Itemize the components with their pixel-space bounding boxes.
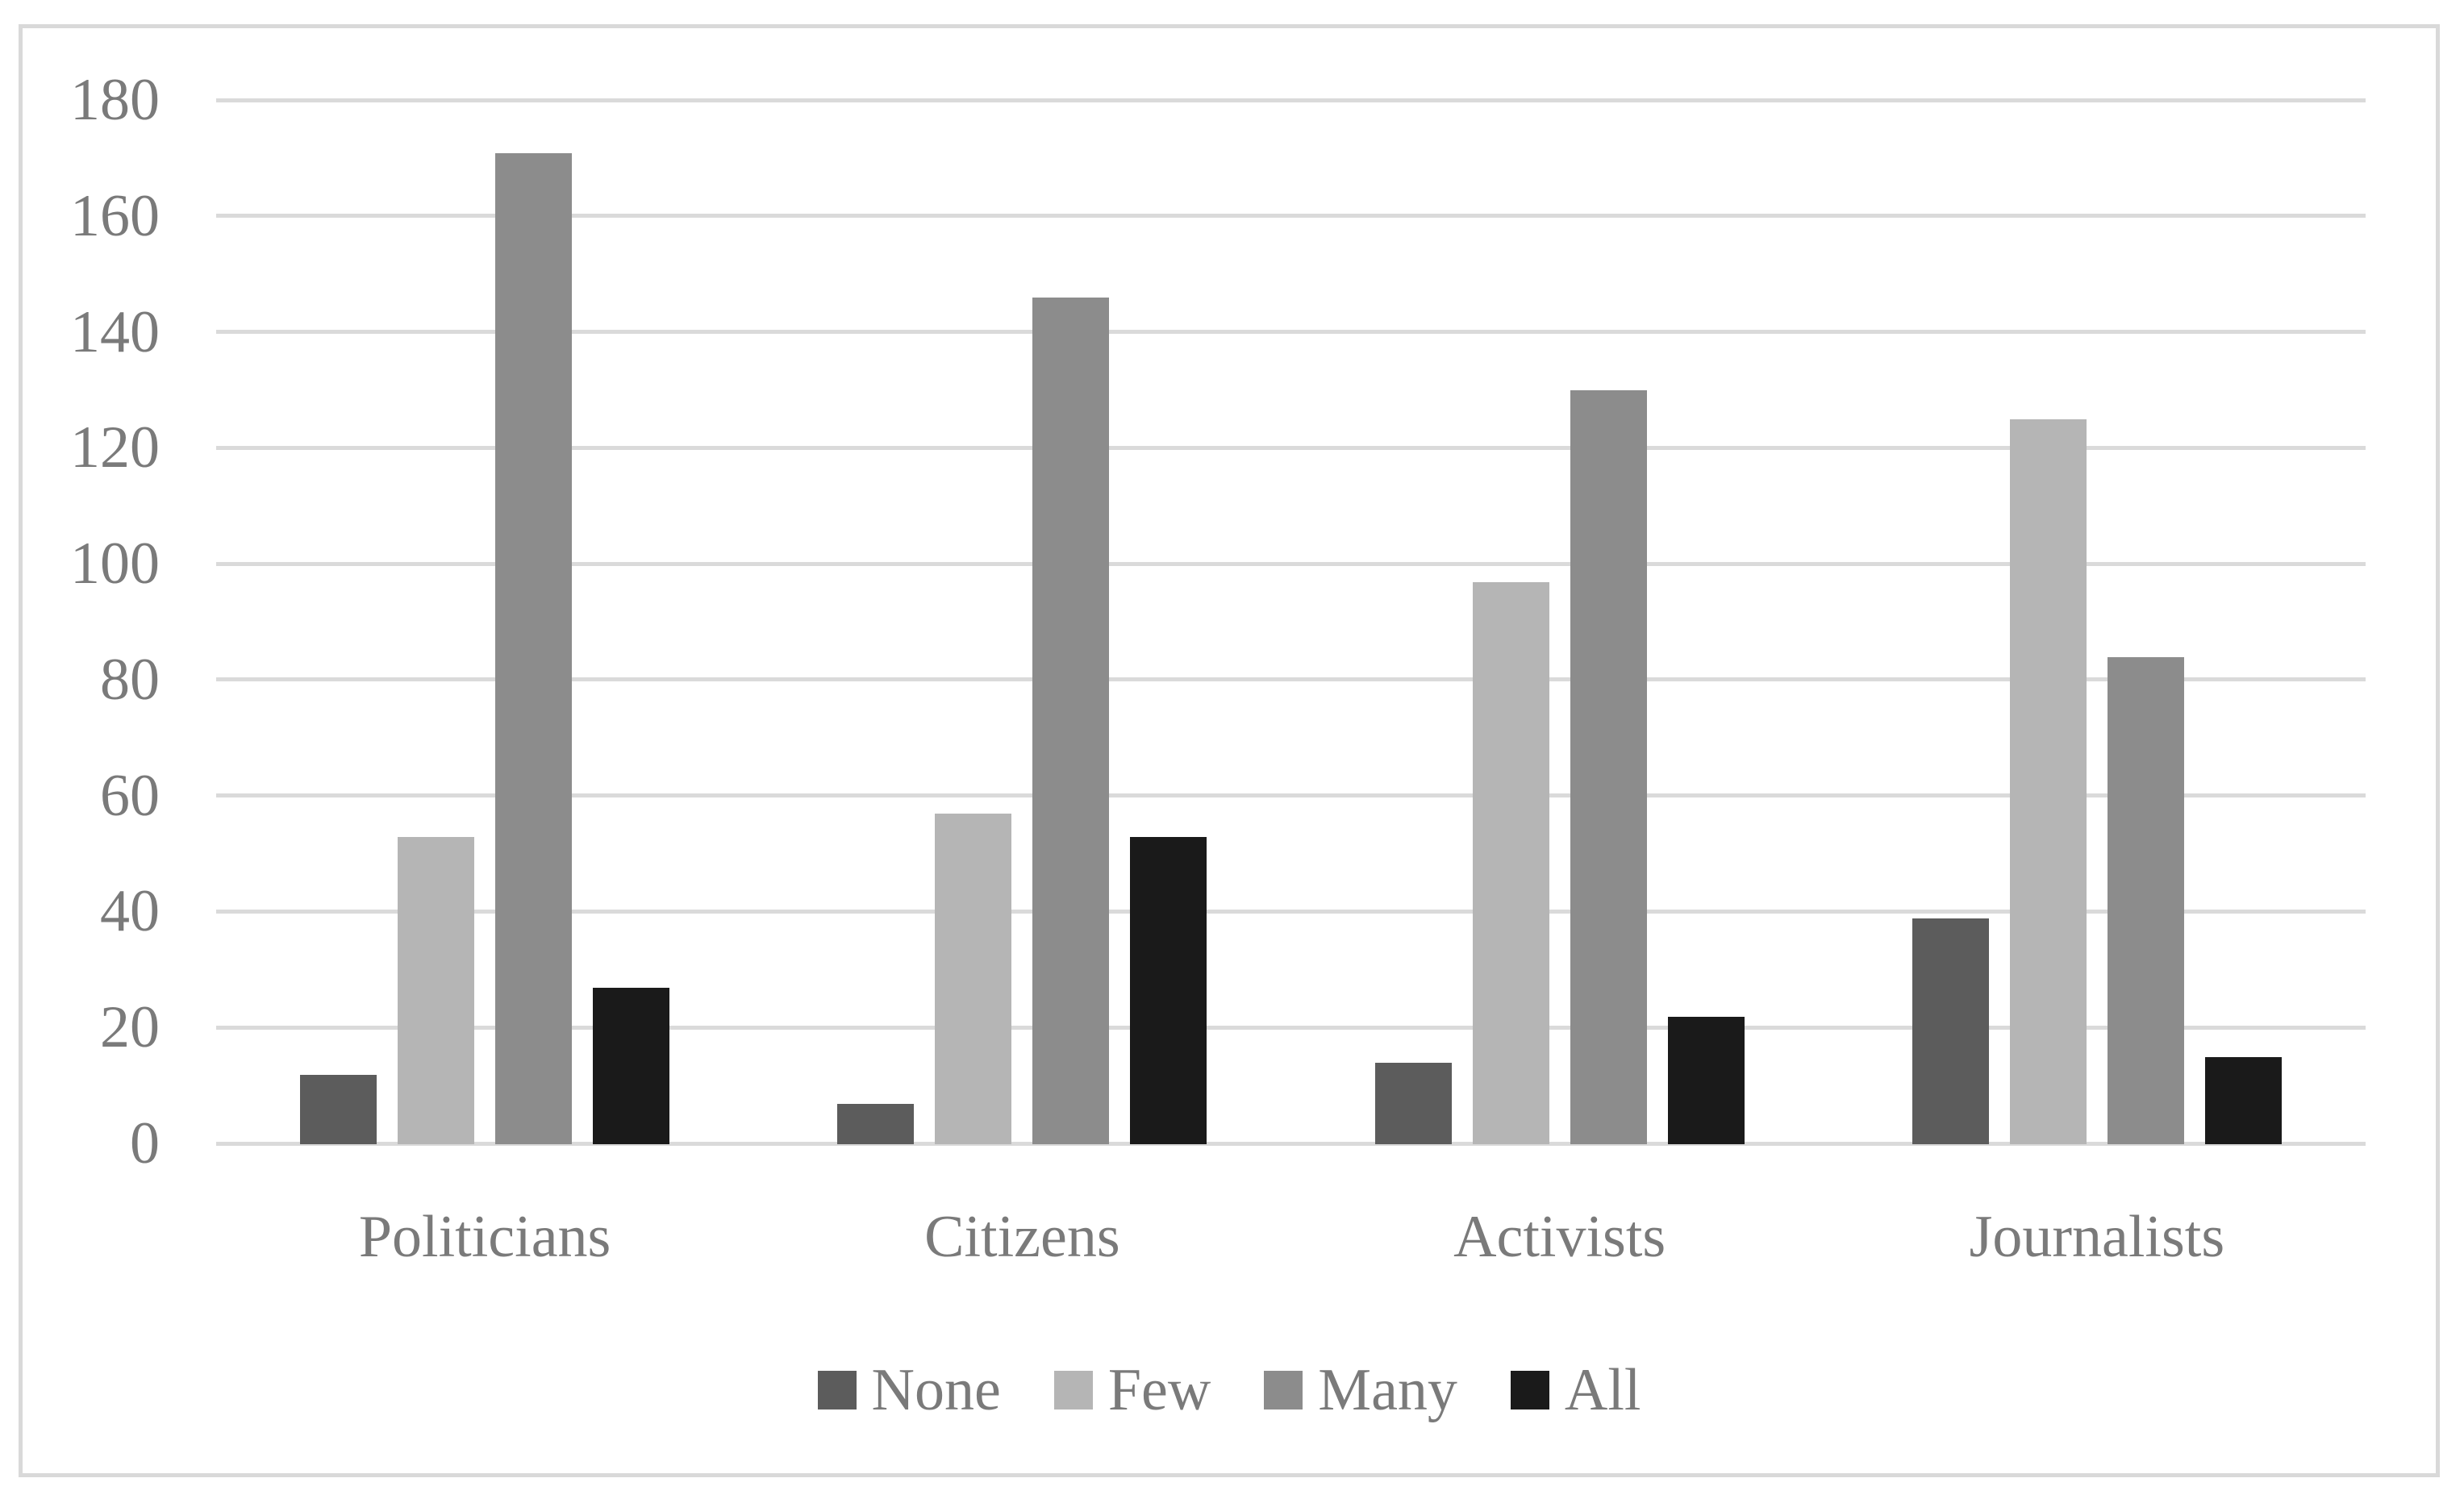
bar-many-journalists	[2107, 657, 2184, 1144]
bar-all-citizens	[1130, 837, 1207, 1144]
bar-many-politicians	[495, 153, 573, 1144]
legend-swatch-none	[817, 1371, 857, 1409]
x-category-label-citizens: Citizens	[924, 1204, 1120, 1270]
x-category-label-journalists: Journalists	[1969, 1204, 2225, 1270]
bar-group-activists	[1291, 100, 1828, 1144]
bar-none-politicians	[300, 1075, 377, 1144]
bar-many-activists	[1570, 390, 1647, 1144]
legend-swatch-all	[1510, 1371, 1549, 1409]
legend-label-none: None	[871, 1357, 1001, 1423]
bar-group-citizens	[753, 100, 1290, 1144]
legend-swatch-many	[1264, 1371, 1303, 1409]
gridline-80	[216, 677, 2366, 681]
y-tick-label-100: 100	[70, 531, 160, 597]
legend: None Few Many All	[19, 1358, 2440, 1422]
y-tick-label-140: 140	[70, 299, 160, 365]
bar-few-activists	[1472, 582, 1549, 1144]
bar-many-citizens	[1032, 298, 1110, 1144]
bar-all-politicians	[593, 988, 670, 1144]
gridline-40	[216, 910, 2366, 914]
y-tick-label-40: 40	[100, 878, 160, 944]
bar-none-citizens	[837, 1104, 915, 1144]
y-tick-label-180: 180	[70, 67, 160, 133]
x-category-label-activists: Activists	[1453, 1204, 1666, 1270]
gridline-160	[216, 214, 2366, 218]
y-tick-label-0: 0	[130, 1110, 160, 1176]
y-tick-label-160: 160	[70, 183, 160, 249]
bar-group-journalists	[1828, 100, 2366, 1144]
bar-none-activists	[1374, 1063, 1452, 1144]
legend-item-none: None	[817, 1357, 1001, 1423]
bar-few-politicians	[398, 837, 475, 1144]
chart-border	[19, 24, 2440, 1477]
legend-label-all: All	[1564, 1357, 1641, 1423]
legend-swatch-few	[1053, 1371, 1093, 1409]
legend-item-many: Many	[1264, 1358, 1457, 1422]
x-category-label-politicians: Politicians	[358, 1204, 611, 1270]
bar-few-journalists	[2009, 419, 2087, 1144]
bar-all-activists	[1667, 1017, 1745, 1144]
gridline-100	[216, 562, 2366, 566]
gridline-0	[216, 1142, 2366, 1146]
legend-item-few: Few	[1053, 1357, 1211, 1423]
y-tick-label-120: 120	[70, 414, 160, 481]
y-tick-label-20: 20	[100, 994, 160, 1060]
bar-none-journalists	[1912, 918, 1989, 1144]
y-tick-label-60: 60	[100, 763, 160, 829]
gridline-20	[216, 1026, 2366, 1030]
gridline-60	[216, 793, 2366, 797]
legend-label-few: Few	[1107, 1357, 1211, 1423]
legend-item-all: All	[1510, 1357, 1641, 1423]
bar-few-citizens	[935, 814, 1012, 1144]
bar-all-journalists	[2204, 1057, 2282, 1144]
bar-group-politicians	[216, 100, 753, 1144]
legend-label-many: Many	[1318, 1357, 1457, 1423]
y-tick-label-80: 80	[100, 647, 160, 713]
gridline-180	[216, 98, 2366, 102]
gridline-120	[216, 446, 2366, 450]
gridline-140	[216, 330, 2366, 334]
